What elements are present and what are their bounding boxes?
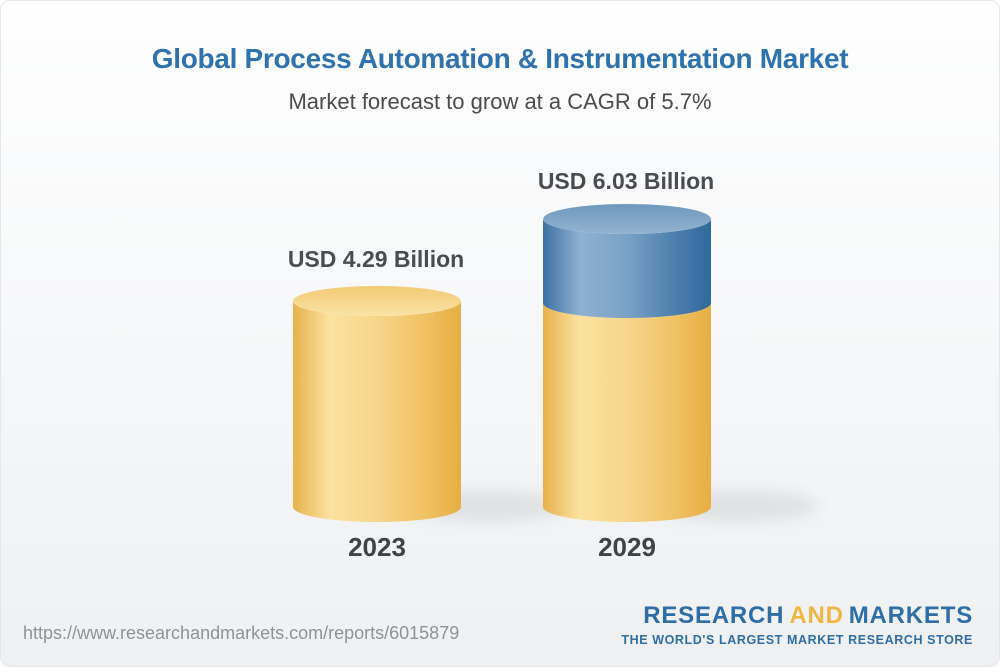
- category-label-2023: 2023: [348, 532, 406, 562]
- value-label-2029: USD 6.03 Billion: [537, 168, 715, 194]
- logo-wordmark: RESEARCH AND MARKETS: [621, 602, 973, 630]
- chart-subtitle: Market forecast to grow at a CAGR of 5.7…: [288, 89, 712, 114]
- category-label-2029: 2029: [598, 532, 656, 562]
- logo-word-research: RESEARCH: [643, 602, 785, 629]
- logo-word-markets: MARKETS: [848, 602, 973, 629]
- bar-2029-blue-segment: [543, 219, 711, 318]
- bar-2029-yellow-segment: [543, 303, 711, 522]
- logo-tagline: THE WORLD'S LARGEST MARKET RESEARCH STOR…: [621, 633, 973, 647]
- page-title: Global Process Automation & Instrumentat…: [151, 43, 849, 74]
- value-label-2023: USD 4.29 Billion: [287, 246, 465, 272]
- report-url[interactable]: https://www.researchandmarkets.com/repor…: [23, 623, 460, 643]
- bar-2029-cylinder: [543, 204, 711, 522]
- company-logo: RESEARCH AND MARKETS THE WORLD'S LARGEST M…: [621, 602, 973, 647]
- logo-word-and: AND: [789, 602, 844, 629]
- bar-2023-cylinder: [293, 286, 461, 522]
